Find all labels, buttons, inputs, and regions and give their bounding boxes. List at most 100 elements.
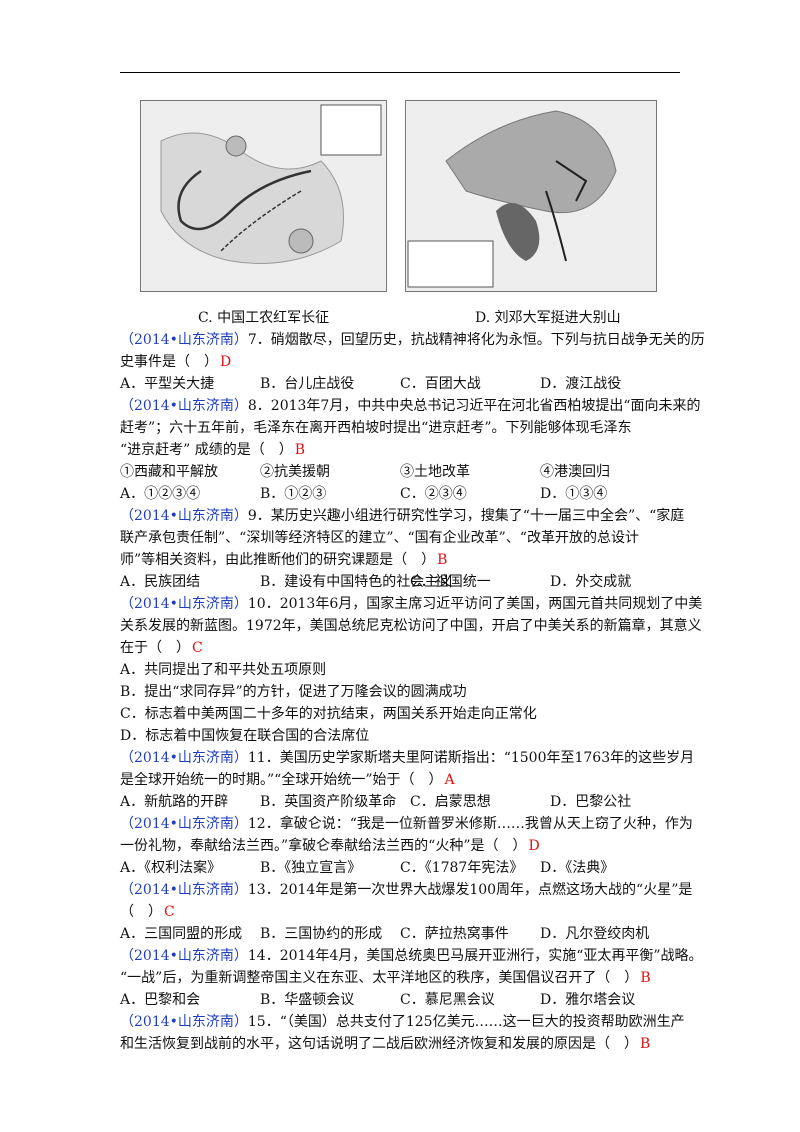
stem-text: 9．某历史兴趣小组进行研究性学习，搜集了“十一届三中全会”、“家庭 bbox=[247, 508, 685, 524]
option: C．祖国统一 bbox=[410, 574, 491, 590]
stem-text: 12．拿破仑说：“我是一位新普罗米修斯……我曾从天上窃了火种，作为 bbox=[247, 816, 693, 832]
option: C．《1787年宪法》 bbox=[400, 860, 524, 876]
option: A．巴黎和会 bbox=[120, 992, 201, 1008]
question-list: C. 中国工农红军长征 D. 刘邓大军挺进大别山 （2014•山东济南）7．硝烟散尽… bbox=[120, 307, 705, 1055]
stem-text: 是全球开始统一的时期。”“全球开始统一”始于（ ） bbox=[120, 772, 443, 788]
stem-line: （2014•山东济南）7．硝烟散尽，回望历史，抗战精神将化为永恒。下列与抗日战争… bbox=[120, 329, 705, 351]
stem-line: 史事件是（ ） D bbox=[120, 351, 690, 373]
stem-text: 一份礼物，奉献给法兰西。”拿破仑奉献给法兰西的“火种”是（ ） bbox=[120, 838, 527, 854]
question-source: （2014•山东济南） bbox=[120, 398, 248, 414]
stem-line: 师”等相关资料，由此推断他们的研究课题是（ ） B bbox=[120, 549, 690, 571]
option: ②抗美援朝 bbox=[260, 464, 330, 480]
option: B．建设有中国特色的社会主义 bbox=[260, 574, 453, 590]
map-route bbox=[220, 190, 302, 252]
option-row: A．平型关大捷 B．台儿庄战役 C．百团大战 D．渡江战役 bbox=[120, 373, 690, 395]
option: C．慕尼黑会议 bbox=[400, 992, 495, 1008]
option: ③土地改革 bbox=[400, 464, 470, 480]
option-row: ①西藏和平解放 ②抗美援朝 ③土地改革 ④港澳回归 bbox=[120, 461, 690, 483]
option-row: B．提出“求同存异”的方针，促进了万隆会议的圆满成功 bbox=[120, 681, 690, 703]
stem-line: （2014•山东济南）12．拿破仑说：“我是一位新普罗米修斯……我曾从天上窃了火… bbox=[120, 813, 693, 835]
stem-text: 联产承包责任制”、“深圳等经济特区的建立”、“国有企业改革”、“改革开放的总设计 bbox=[120, 530, 639, 546]
stem-text: 8．2013年7月，中共中央总书记习近平在河北省西柏坡提出“面向未来的 bbox=[247, 398, 701, 414]
option: A．《权利法案》 bbox=[120, 860, 222, 876]
question-source: （2014•山东济南） bbox=[120, 816, 248, 832]
option: ①西藏和平解放 bbox=[120, 464, 218, 480]
stem-line: 赶考”；六十五年前，毛泽东在离开西柏坡时提出“进京赶考”。下列能够体现毛泽东 bbox=[120, 417, 690, 439]
stem-line: （2014•山东济南）8．2013年7月，中共中央总书记习近平在河北省西柏坡提出… bbox=[120, 395, 701, 417]
stem-line: 一份礼物，奉献给法兰西。”拿破仑奉献给法兰西的“火种”是（ ） D bbox=[120, 835, 690, 857]
map-area bbox=[225, 135, 247, 157]
question-source: （2014•山东济南） bbox=[120, 596, 248, 612]
stem-line: 联产承包责任制”、“深圳等经济特区的建立”、“国有企业改革”、“改革开放的总设计 bbox=[120, 527, 690, 549]
option: D．巴黎公社 bbox=[550, 794, 632, 810]
option-row: A．《权利法案》 B．《独立宣言》 C．《1787年宪法》 D．《法典》 bbox=[120, 857, 690, 879]
stem-text: “进京赶考” 成绩的是（ ） bbox=[120, 442, 293, 458]
stem-line: （2014•山东济南）13．2014年是第一次世界大战爆发100周年，点燃这场大… bbox=[120, 879, 693, 901]
map-route bbox=[555, 160, 588, 202]
answer: B bbox=[640, 970, 651, 986]
option: D．渡江战役 bbox=[540, 376, 622, 392]
stem-text: 史事件是（ ） bbox=[120, 354, 218, 370]
stem-line: （2014•山东济南）10．2013年6月，国家主席习近平访问了美国，两国元首共… bbox=[120, 593, 702, 615]
option: B．台儿庄战役 bbox=[260, 376, 355, 392]
option-row: A．共同提出了和平共处五项原则 bbox=[120, 659, 690, 681]
option: A．民族团结 bbox=[120, 574, 201, 590]
option: A．共同提出了和平共处五项原则 bbox=[120, 662, 327, 678]
stem-line: 和生活恢复到战前的水平，这句话说明了二战后欧洲经济恢复和发展的原因是（ ） B bbox=[120, 1033, 690, 1055]
option-row: A．巴黎和会 B．华盛顿会议 C．慕尼黑会议 D．雅尔塔会议 bbox=[120, 989, 690, 1011]
stem-line: （2014•山东济南）15．“（美国）总共支付了125亿美元……这一巨大的投资帮… bbox=[120, 1011, 690, 1033]
question-source: （2014•山东济南） bbox=[120, 750, 248, 766]
option: D．①③④ bbox=[540, 486, 608, 502]
stem-text: 7．硝烟散尽，回望历史，抗战精神将化为永恒。下列与抗日战争无关的历 bbox=[247, 332, 705, 348]
answer: B bbox=[640, 1036, 651, 1052]
answer: B bbox=[437, 552, 448, 568]
stem-text: 赶考”；六十五年前，毛泽东在离开西柏坡时提出“进京赶考”。下列能够体现毛泽东 bbox=[120, 420, 632, 436]
option: C. 中国工农红军长征 bbox=[198, 310, 330, 326]
stem-line: 关系发展的新蓝图。1972年，美国总统尼克松访问了中国，开启了中美关系的新篇章，… bbox=[120, 615, 702, 637]
stem-text: 15．“（美国）总共支付了125亿美元……这一巨大的投资帮助欧洲生产 bbox=[247, 1014, 685, 1030]
stem-line: （2014•山东济南）9．某历史兴趣小组进行研究性学习，搜集了“十一届三中全会”… bbox=[120, 505, 690, 527]
option: C．标志着中美两国二十多年的对抗结束，两国关系开始走向正常化 bbox=[120, 706, 537, 722]
stem-text: “一战”后，为重新调整帝国主义在东亚、太平洋地区的秩序，美国倡议召开了（ ） bbox=[120, 970, 639, 986]
question-source: （2014•山东济南） bbox=[120, 948, 248, 964]
question-source: （2014•山东济南） bbox=[120, 332, 248, 348]
stem-text: 关系发展的新蓝图。1972年，美国总统尼克松访问了中国，开启了中美关系的新篇章，… bbox=[120, 618, 702, 634]
map-legend bbox=[320, 104, 382, 156]
answer: D bbox=[220, 354, 232, 370]
option: D．雅尔塔会议 bbox=[540, 992, 636, 1008]
option: A．平型关大捷 bbox=[120, 376, 215, 392]
map-long-march bbox=[140, 100, 387, 292]
option: C．②③④ bbox=[400, 486, 467, 502]
stem-text: 在于（ ） bbox=[120, 640, 190, 656]
stem-text: 11．美国历史学家斯塔夫里阿诺斯指出：“1500年至1763年的这些岁月 bbox=[247, 750, 695, 766]
question-source: （2014•山东济南） bbox=[120, 508, 248, 524]
option: ④港澳回归 bbox=[540, 464, 610, 480]
stem-line: （2014•山东济南）11．美国历史学家斯塔夫里阿诺斯指出：“1500年至176… bbox=[120, 747, 694, 769]
answer: C bbox=[192, 640, 203, 656]
question-source: （2014•山东济南） bbox=[120, 882, 248, 898]
option: A．三国同盟的形成 bbox=[120, 926, 243, 942]
map-legend bbox=[407, 240, 494, 288]
stem-text: 14．2014年4月，美国总统奥巴马展开亚洲行，实施“亚太再平衡”战略。 bbox=[247, 948, 703, 964]
option-row: A．新航路的开辟 B．英国资产阶级革命 C．启蒙思想 D．巴黎公社 bbox=[120, 791, 690, 813]
map-central-plains bbox=[405, 100, 657, 292]
option: D．外交成就 bbox=[550, 574, 632, 590]
option-row: A．三国同盟的形成 B．三国协约的形成 C．萨拉热窝事件 D．凡尔登绞肉机 bbox=[120, 923, 690, 945]
option: B．三国协约的形成 bbox=[260, 926, 383, 942]
option: D. 刘邓大军挺进大别山 bbox=[475, 310, 621, 326]
stem-text: 10．2013年6月，国家主席习近平访问了美国，两国元首共同规划了中美 bbox=[247, 596, 703, 612]
map-route bbox=[177, 169, 312, 231]
option-row: A．民族团结 B．建设有中国特色的社会主义 C．祖国统一 D．外交成就 bbox=[120, 571, 690, 593]
answer: D bbox=[528, 838, 540, 854]
stem-line: 在于（ ） C bbox=[120, 637, 690, 659]
option: B．《独立宣言》 bbox=[260, 860, 362, 876]
option: D．标志着中国恢复在联合国的合法席位 bbox=[120, 728, 370, 744]
answer: A bbox=[444, 772, 455, 788]
stem-text: 13．2014年是第一次世界大战爆发100周年，点燃这场大战的“火星”是 bbox=[247, 882, 693, 898]
option: D．《法典》 bbox=[540, 860, 615, 876]
option: C．百团大战 bbox=[400, 376, 481, 392]
stem-text: 师”等相关资料，由此推断他们的研究课题是（ ） bbox=[120, 552, 436, 568]
map-route bbox=[545, 190, 567, 262]
option: B．提出“求同存异”的方针，促进了万隆会议的圆满成功 bbox=[120, 684, 467, 700]
answer: C bbox=[164, 904, 175, 920]
